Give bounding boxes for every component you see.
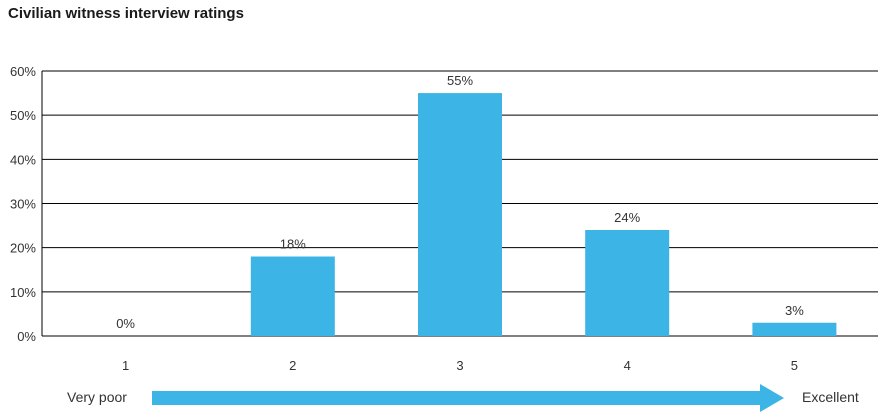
chart-title: Civilian witness interview ratings <box>8 5 244 22</box>
bar <box>752 322 837 336</box>
bar <box>585 230 670 336</box>
y-tick-label: 40% <box>10 152 36 167</box>
rating-scale-arrow: Very poor Excellent <box>67 384 859 412</box>
y-tick-label: 50% <box>10 108 36 123</box>
scale-end-label: Excellent <box>802 389 859 405</box>
y-tick-label: 20% <box>10 241 36 256</box>
y-tick-label: 10% <box>10 285 36 300</box>
x-tick-label: 3 <box>456 358 463 373</box>
data-label: 18% <box>280 237 306 252</box>
data-label: 0% <box>116 316 135 331</box>
y-axis-ticks: 0% 10% 20% 30% 40% 50% 60% <box>10 64 36 344</box>
scale-arrow <box>152 384 784 412</box>
y-tick-label: 60% <box>10 64 36 79</box>
data-label: 24% <box>614 210 640 225</box>
y-tick-label: 30% <box>10 197 36 212</box>
scale-start-label: Very poor <box>67 389 127 405</box>
data-label: 55% <box>447 73 473 88</box>
bars <box>250 93 837 336</box>
bar <box>418 93 502 336</box>
data-labels: 0% 18% 55% 24% 3% <box>116 73 804 331</box>
bar <box>250 256 335 336</box>
data-label: 3% <box>785 303 804 318</box>
x-tick-label: 5 <box>791 358 798 373</box>
x-tick-label: 2 <box>289 358 296 373</box>
x-axis-ticks: 1 2 3 4 5 <box>122 358 798 373</box>
x-tick-label: 4 <box>624 358 631 373</box>
x-tick-label: 1 <box>122 358 129 373</box>
y-tick-label: 0% <box>17 329 36 344</box>
